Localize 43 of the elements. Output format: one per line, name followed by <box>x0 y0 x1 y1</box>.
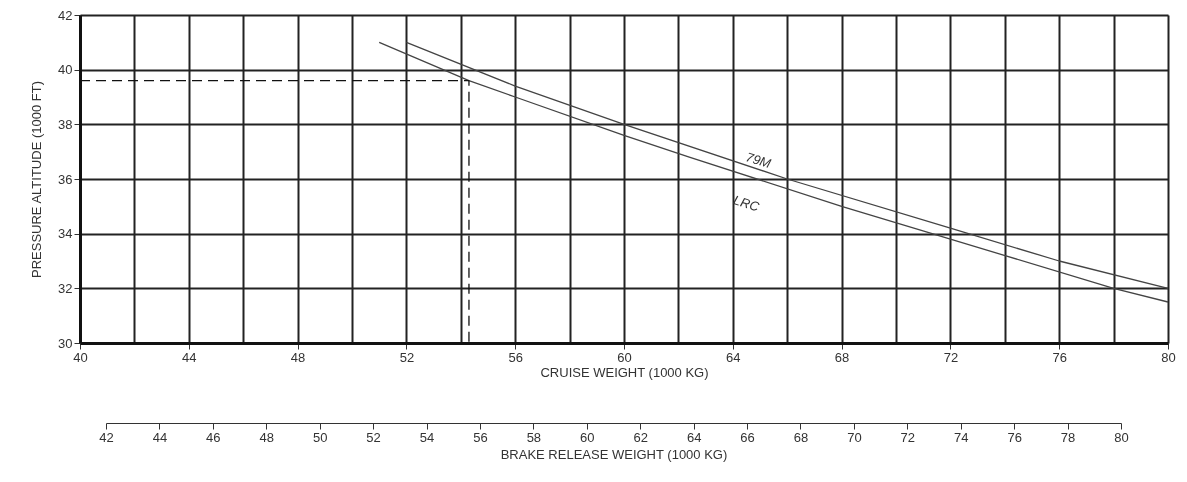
x-tick-label: 56 <box>508 349 523 365</box>
text: 79M <box>744 149 773 172</box>
x2-tick-label: 44 <box>152 429 168 445</box>
x-tick-label: 52 <box>399 349 415 365</box>
y-tick-label: 36 <box>58 171 73 187</box>
x2-tick-label: 72 <box>900 429 916 445</box>
x2-tick-label: 74 <box>954 429 969 445</box>
x-tick-label: 60 <box>617 349 632 365</box>
x-tick-label: 76 <box>1052 349 1067 365</box>
x2-tick-label: 60 <box>580 429 595 445</box>
x2-tick-label: 70 <box>847 429 862 445</box>
y-tick-label: 40 <box>58 62 73 78</box>
x2-tick-label: 48 <box>259 429 274 445</box>
x2-tick-label: 58 <box>526 429 542 445</box>
x2-tick-label: 62 <box>633 429 648 445</box>
x2-tick-label: 66 <box>740 429 755 445</box>
x2-tick-label: 78 <box>1060 429 1076 445</box>
x2-tick-label: 80 <box>1114 429 1129 445</box>
x2-tick-label: 68 <box>793 429 809 445</box>
y-tick-label: 30 <box>58 335 73 351</box>
x2-axis-title: BRAKE RELEASE WEIGHT (1000 KG) <box>500 446 728 462</box>
x2-tick-label: 52 <box>366 429 381 445</box>
x-tick-label: 44 <box>182 349 197 365</box>
x2-tick-label: 54 <box>419 429 435 445</box>
x2-tick-label: 64 <box>686 429 702 445</box>
y-tick-label: 42 <box>58 7 73 23</box>
x2-tick-label: 42 <box>99 429 114 445</box>
x-tick-label: 40 <box>73 349 88 365</box>
x2-tick-label: 56 <box>473 429 488 445</box>
x2-tick-label: 46 <box>206 429 221 445</box>
x-tick-label: 64 <box>726 349 741 365</box>
x-tick-label: 48 <box>290 349 306 365</box>
x-tick-label: 80 <box>1161 349 1176 365</box>
x-axis-title: CRUISE WEIGHT (1000 KG) <box>540 364 709 380</box>
y-axis-title: PRESSURE ALTITUDE (1000 FT) <box>29 81 45 278</box>
y-tick-label: 32 <box>58 280 73 296</box>
y-tick-label: 34 <box>58 226 73 242</box>
x2-tick-label: 76 <box>1007 429 1022 445</box>
text: LRC <box>731 192 762 215</box>
x-tick-label: 68 <box>834 349 850 365</box>
x-tick-label: 72 <box>943 349 959 365</box>
y-tick-label: 38 <box>58 116 73 132</box>
x2-tick-label: 50 <box>312 429 328 445</box>
